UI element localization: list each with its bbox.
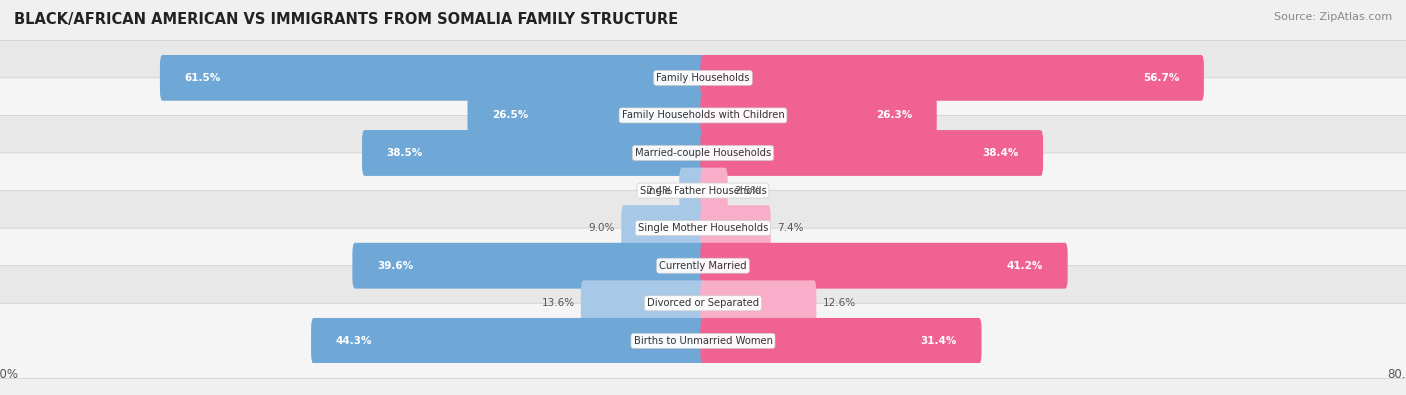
Text: 13.6%: 13.6% xyxy=(541,298,575,308)
FancyBboxPatch shape xyxy=(160,55,706,101)
Text: 2.4%: 2.4% xyxy=(647,186,673,196)
Text: Married-couple Households: Married-couple Households xyxy=(636,148,770,158)
FancyBboxPatch shape xyxy=(0,40,1406,115)
Text: 9.0%: 9.0% xyxy=(589,223,616,233)
Text: Single Father Households: Single Father Households xyxy=(640,186,766,196)
FancyBboxPatch shape xyxy=(700,130,1043,176)
FancyBboxPatch shape xyxy=(0,115,1406,190)
Text: 31.4%: 31.4% xyxy=(921,336,957,346)
Text: Source: ZipAtlas.com: Source: ZipAtlas.com xyxy=(1274,12,1392,22)
Text: 7.4%: 7.4% xyxy=(778,223,803,233)
FancyBboxPatch shape xyxy=(0,228,1406,303)
Text: 56.7%: 56.7% xyxy=(1143,73,1180,83)
FancyBboxPatch shape xyxy=(0,303,1406,378)
FancyBboxPatch shape xyxy=(0,153,1406,228)
FancyBboxPatch shape xyxy=(0,190,1406,266)
Text: 38.5%: 38.5% xyxy=(387,148,423,158)
Text: 26.5%: 26.5% xyxy=(492,111,529,120)
Text: 39.6%: 39.6% xyxy=(377,261,413,271)
Text: Currently Married: Currently Married xyxy=(659,261,747,271)
FancyBboxPatch shape xyxy=(467,92,706,138)
FancyBboxPatch shape xyxy=(700,92,936,138)
FancyBboxPatch shape xyxy=(700,55,1204,101)
FancyBboxPatch shape xyxy=(679,167,706,213)
FancyBboxPatch shape xyxy=(700,205,770,251)
FancyBboxPatch shape xyxy=(700,243,1067,289)
FancyBboxPatch shape xyxy=(700,318,981,364)
Text: Family Households with Children: Family Households with Children xyxy=(621,111,785,120)
FancyBboxPatch shape xyxy=(311,318,706,364)
FancyBboxPatch shape xyxy=(621,205,706,251)
Text: Single Mother Households: Single Mother Households xyxy=(638,223,768,233)
Text: Family Households: Family Households xyxy=(657,73,749,83)
Text: 41.2%: 41.2% xyxy=(1007,261,1043,271)
FancyBboxPatch shape xyxy=(0,78,1406,153)
Text: Births to Unmarried Women: Births to Unmarried Women xyxy=(634,336,772,346)
FancyBboxPatch shape xyxy=(700,280,817,326)
FancyBboxPatch shape xyxy=(0,266,1406,341)
Text: 2.5%: 2.5% xyxy=(734,186,761,196)
Text: 61.5%: 61.5% xyxy=(184,73,221,83)
Text: BLACK/AFRICAN AMERICAN VS IMMIGRANTS FROM SOMALIA FAMILY STRUCTURE: BLACK/AFRICAN AMERICAN VS IMMIGRANTS FRO… xyxy=(14,12,678,27)
FancyBboxPatch shape xyxy=(353,243,706,289)
Text: 26.3%: 26.3% xyxy=(876,111,912,120)
Text: 12.6%: 12.6% xyxy=(823,298,856,308)
FancyBboxPatch shape xyxy=(363,130,706,176)
FancyBboxPatch shape xyxy=(700,167,728,213)
FancyBboxPatch shape xyxy=(581,280,706,326)
Text: 44.3%: 44.3% xyxy=(336,336,373,346)
Text: Divorced or Separated: Divorced or Separated xyxy=(647,298,759,308)
Text: 38.4%: 38.4% xyxy=(983,148,1018,158)
